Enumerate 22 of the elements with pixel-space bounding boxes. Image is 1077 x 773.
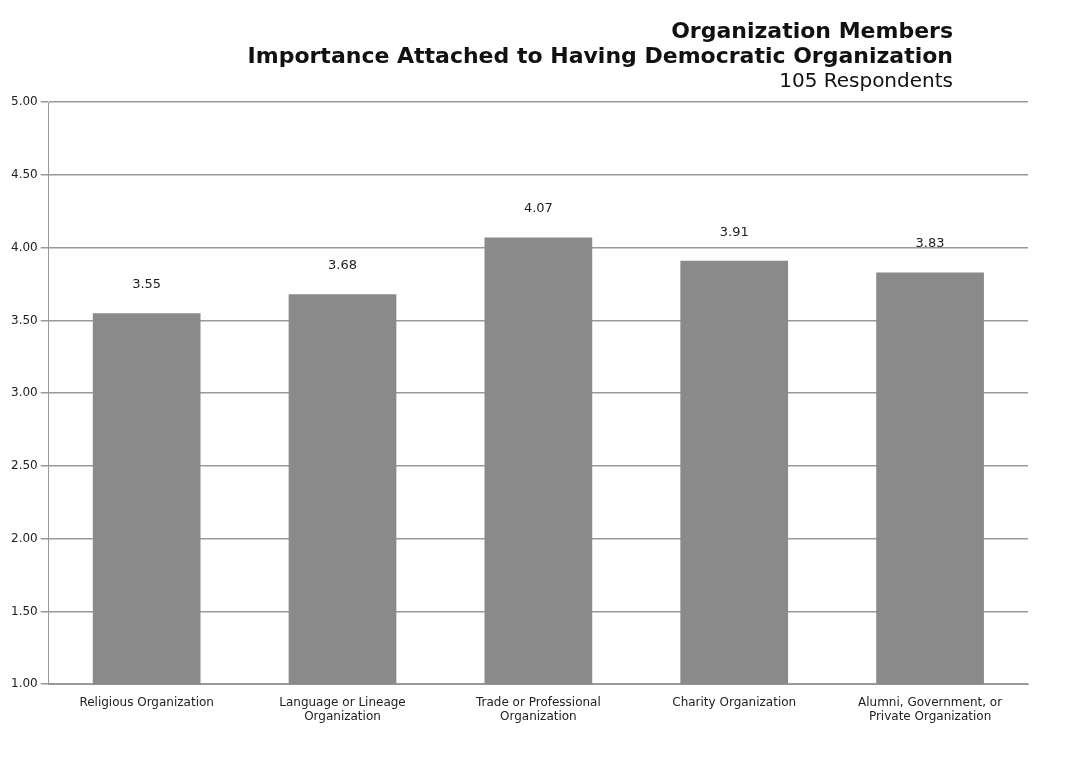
x-tick-label: Alumni, Government, or Private Organization: [857, 694, 1003, 723]
chart-title: Organization Members: [670, 18, 953, 43]
text: 105 Respondents: [778, 68, 953, 92]
y-tick-label: 4.50: [11, 167, 38, 182]
data-label: 3.68: [328, 257, 357, 273]
y-tick-label: 2.50: [11, 458, 38, 473]
x-tick-label: Trade or Professional Organization: [474, 694, 601, 723]
y-tick-label: 3.00: [11, 385, 38, 400]
data-label: 3.55: [132, 276, 162, 292]
y-tick-label: 2.00: [11, 530, 38, 545]
data-label: 3.91: [719, 223, 749, 239]
x-tick-label: Charity Organization: [672, 694, 797, 709]
y-tick-label: 5.00: [11, 94, 38, 109]
x-tick-label: Religious Organization: [79, 694, 214, 709]
chart-subtitle: Importance Attached to Having Democratic Organization: [246, 43, 953, 68]
y-tick-label: 1.50: [11, 603, 38, 618]
x-tick-label: Language or Lineage Organization: [279, 694, 406, 723]
data-label: 4.07: [523, 200, 553, 216]
y-tick-label: 1.00: [11, 676, 38, 691]
data-label: 3.83: [915, 235, 945, 251]
y-tick-label: 4.00: [11, 239, 38, 254]
y-tick-label: 3.50: [11, 312, 38, 327]
